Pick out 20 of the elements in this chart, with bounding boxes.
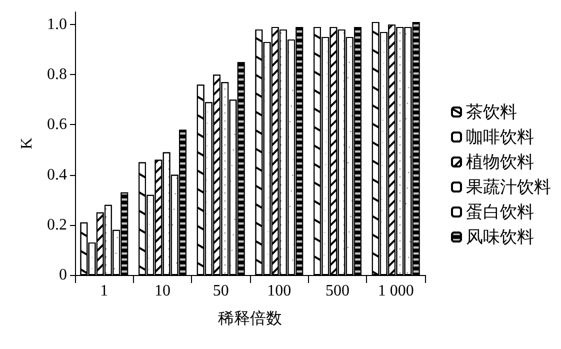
y-tick-label: 0	[59, 266, 67, 284]
y-tick-label: 1.0	[47, 16, 67, 34]
legend-label: 茶饮料	[466, 102, 517, 122]
legend-label: 蛋白饮料	[466, 202, 534, 222]
y-tick-label: 0.6	[47, 116, 67, 134]
y-tick-label: 0.4	[47, 166, 67, 184]
legend-label: 植物饮料	[466, 152, 534, 172]
x-tick-label: 100	[267, 282, 292, 300]
x-tick-label: 500	[326, 282, 350, 300]
x-tick-label: 50	[212, 282, 229, 300]
x-tick-label: 10	[154, 282, 170, 300]
y-axis-title: K	[18, 137, 36, 150]
legend-label: 风味饮料	[466, 228, 534, 246]
x-tick-label: 1 000	[378, 282, 414, 300]
y-tick-label: 0.8	[47, 66, 67, 84]
legend-label: 果蔬汁饮料	[466, 178, 551, 196]
x-axis-title: 稀释倍数	[218, 310, 282, 328]
y-tick-label: 0.2	[47, 216, 67, 234]
x-tick-label: 1	[100, 282, 108, 300]
legend-label: 咖啡饮料	[466, 128, 534, 146]
